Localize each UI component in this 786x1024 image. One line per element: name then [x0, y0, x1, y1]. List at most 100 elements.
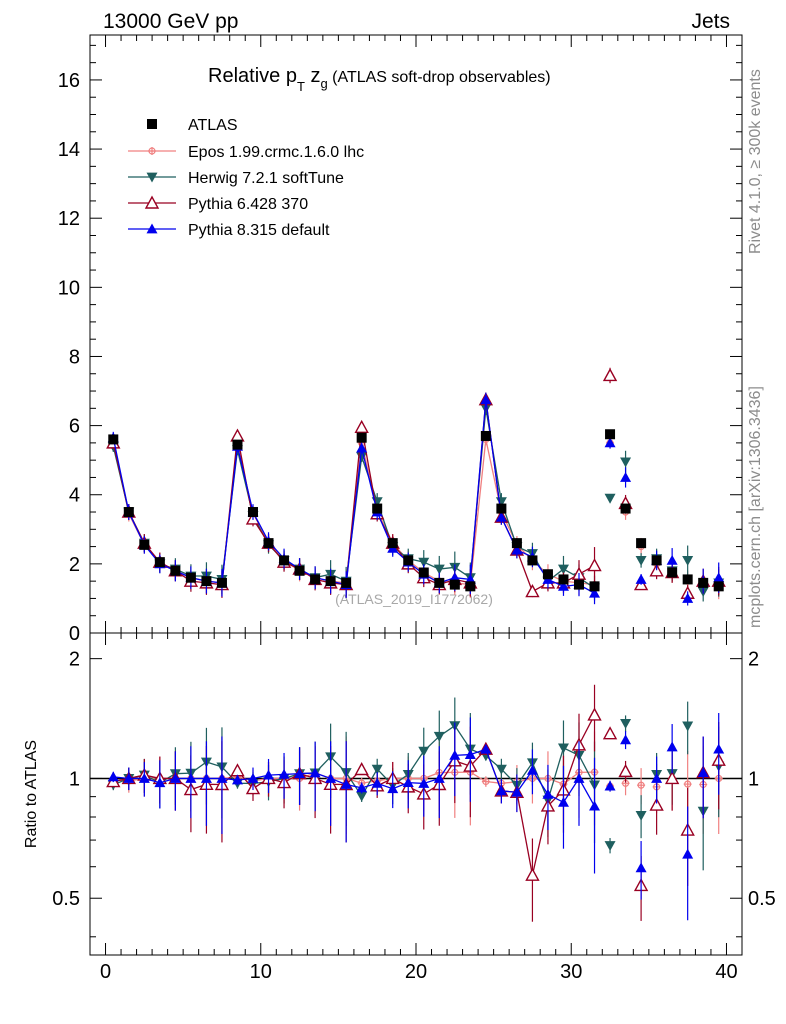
data-point [248, 507, 258, 518]
data-point [635, 556, 647, 566]
ratio-point [138, 772, 150, 783]
data-point [154, 557, 165, 568]
data-point [574, 579, 584, 590]
ratio-point [371, 764, 383, 775]
legend-label: Herwig 7.2.1 softTune [188, 170, 344, 187]
side-label-bottom: mcplots.cern.ch [arXiv:1306.3436] [747, 386, 764, 628]
ratio-point [231, 774, 243, 785]
y-tick-label: 16 [58, 70, 80, 92]
ratio-point [542, 788, 554, 799]
data-point [465, 581, 476, 592]
side-label-top: Rivet 4.1.0, ≥ 300k events [747, 69, 764, 254]
main-series [106, 367, 726, 606]
ratio-y-tick-label: 1 [69, 768, 80, 790]
series-0 [108, 429, 724, 592]
data-point [310, 574, 321, 585]
ratio-point [604, 780, 616, 791]
ratio-point [697, 767, 709, 777]
ratio-point [602, 726, 618, 740]
ratio-point [604, 841, 616, 852]
data-point [666, 554, 678, 565]
title-z: z [305, 65, 321, 87]
data-point [713, 581, 724, 592]
data-point [372, 503, 383, 514]
legend-marker [148, 147, 156, 155]
data-point [557, 564, 569, 575]
ratio-point [107, 771, 119, 782]
title-sub-t: T [297, 79, 305, 94]
x-tick-label: 40 [715, 961, 737, 983]
ratio-point [464, 749, 476, 759]
ratio-point [371, 777, 383, 788]
ratio-ylabel: Ratio to ATLAS [23, 740, 40, 848]
ratio-point [682, 848, 694, 859]
data-point [605, 429, 616, 440]
ratio-point [354, 762, 369, 776]
y-tick-label: 4 [69, 485, 80, 507]
data-point [216, 577, 227, 588]
data-point [698, 577, 709, 588]
data-point [108, 434, 119, 445]
data-point [403, 555, 414, 566]
data-point [635, 573, 647, 584]
ratio-y-tick-label-right: 1 [748, 768, 759, 790]
ratio-point [557, 796, 569, 807]
data-point [232, 439, 243, 450]
data-point [542, 569, 553, 580]
data-point [682, 574, 693, 585]
data-point [354, 419, 369, 434]
ratio-point [651, 772, 663, 783]
y-tick-label: 8 [69, 346, 80, 368]
y-tick-label: 0 [69, 623, 80, 645]
ratio-point [340, 779, 352, 789]
y-tick-label: 12 [58, 208, 80, 230]
data-point [511, 544, 523, 555]
data-point [341, 577, 352, 588]
data-point [434, 577, 445, 588]
data-point [263, 538, 274, 549]
ratio-point [495, 785, 507, 796]
data-point [558, 574, 569, 585]
data-point [279, 555, 290, 566]
ratio-point [480, 743, 492, 754]
data-point [170, 565, 181, 576]
ratio-point [682, 721, 694, 732]
data-point [495, 511, 507, 522]
ratio-point [664, 770, 680, 785]
ratio-series-4 [107, 713, 725, 921]
data-point [480, 403, 492, 414]
ratio-point [525, 867, 540, 881]
data-point [185, 572, 196, 583]
ratio-point [449, 749, 461, 760]
ratio-y-tick-label-right: 2 [748, 649, 759, 671]
ratio-point [635, 810, 647, 821]
data-point [682, 556, 694, 566]
plot-title: Relative pT zg (ATLAS soft-drop observab… [208, 65, 551, 94]
header-right: Jets [691, 10, 730, 33]
data-point [387, 538, 398, 549]
data-point [589, 587, 601, 598]
data-point [667, 567, 678, 578]
data-point [201, 576, 212, 587]
data-point [620, 503, 631, 514]
ratio-point [433, 731, 445, 742]
ratio-point [309, 767, 321, 778]
ratio-y-tick-label-right: 0.5 [748, 888, 776, 910]
ratio-point [589, 800, 601, 811]
ratio-point [263, 769, 275, 780]
ratio-point [356, 782, 368, 793]
ratio-point [433, 772, 445, 783]
data-point [682, 592, 694, 603]
data-point [636, 538, 647, 549]
data-point [511, 538, 522, 549]
legend-label: Pythia 6.428 370 [188, 196, 308, 213]
data-point [325, 576, 336, 587]
x-tick-label: 0 [100, 961, 111, 983]
ratio-point [230, 763, 245, 777]
legend-marker [146, 172, 158, 183]
ratio-point [666, 741, 678, 752]
ratio-point [169, 772, 181, 783]
ratio-point [713, 743, 725, 754]
ratio-series-3 [106, 684, 726, 922]
